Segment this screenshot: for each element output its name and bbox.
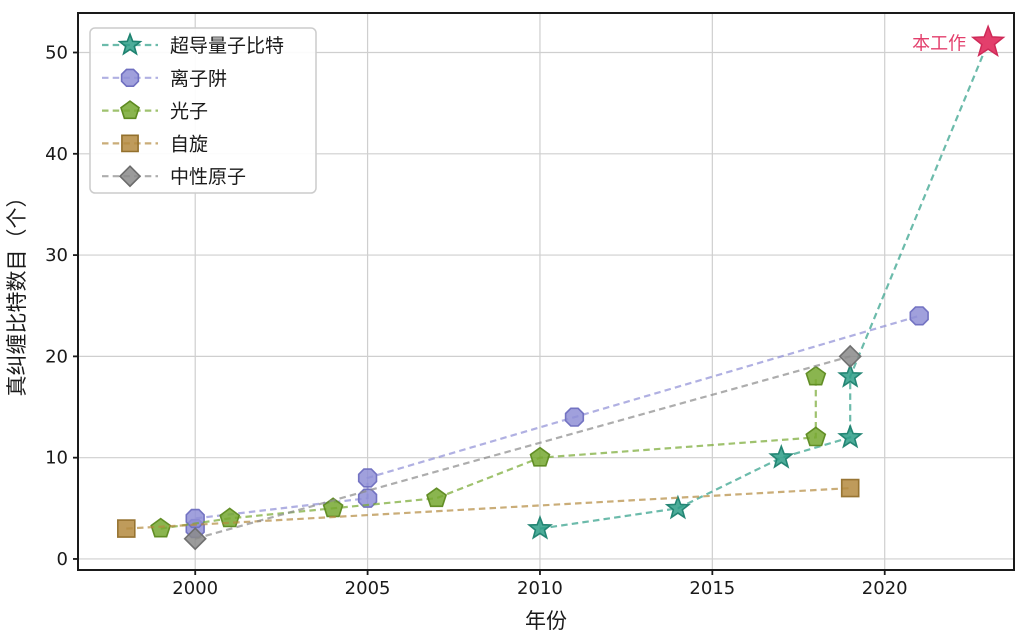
legend-label: 中性原子 bbox=[170, 166, 246, 188]
superconducting-star-marker bbox=[768, 444, 795, 469]
legend-label: 离子阱 bbox=[170, 68, 227, 90]
series-photon bbox=[150, 365, 827, 538]
superconducting-star-marker bbox=[526, 514, 553, 540]
spin-square-marker bbox=[840, 478, 860, 498]
y-tick-label: 40 bbox=[45, 144, 68, 165]
series-neutral-atom bbox=[183, 344, 862, 551]
star-icon bbox=[117, 31, 143, 56]
y-axis: 0 10 20 30 40 50 bbox=[45, 43, 78, 570]
photon-pentagon-marker bbox=[426, 487, 448, 508]
x-axis: 2000 2005 2010 2015 2020 bbox=[172, 570, 908, 599]
legend-item-photon: 光子 bbox=[102, 100, 208, 123]
spin-square-marker bbox=[117, 519, 136, 538]
neutral-atom-diamond-marker bbox=[838, 344, 862, 369]
highlight-this-work: 本工作 bbox=[912, 24, 1006, 58]
ion-trap-octagon-marker bbox=[564, 407, 585, 427]
photon-pentagon-marker bbox=[805, 426, 827, 447]
superconducting-star-marker bbox=[837, 423, 864, 449]
photon-pentagon-marker bbox=[529, 446, 551, 467]
y-tick-label: 30 bbox=[45, 245, 68, 266]
series-ion-trap bbox=[185, 306, 929, 539]
y-tick-label: 10 bbox=[45, 448, 68, 469]
x-tick-label: 2015 bbox=[689, 578, 735, 599]
superconducting-star-marker bbox=[664, 494, 691, 520]
square-icon bbox=[121, 134, 139, 153]
diamond-icon bbox=[118, 165, 142, 188]
photon-pentagon-marker bbox=[805, 365, 827, 386]
superconducting-star-marker bbox=[837, 362, 864, 388]
plot-frame bbox=[77, 12, 1015, 571]
y-tick-label: 50 bbox=[45, 43, 68, 64]
legend-item-neutral-atom: 中性原子 bbox=[102, 165, 246, 188]
legend-item-spin: 自旋 bbox=[102, 133, 208, 155]
legend-box bbox=[89, 27, 317, 194]
legend-item-ion-trap: 离子阱 bbox=[102, 68, 227, 90]
octagon-icon bbox=[120, 68, 140, 87]
x-tick-label: 2005 bbox=[345, 578, 391, 599]
y-tick-label: 0 bbox=[57, 549, 68, 570]
y-tick-label: 20 bbox=[45, 346, 68, 367]
legend-item-superconducting: 超导量子比特 bbox=[102, 31, 284, 57]
x-tick-label: 2010 bbox=[517, 578, 563, 599]
highlight-label: 本工作 bbox=[912, 33, 966, 54]
ion-trap-octagon-marker bbox=[357, 488, 378, 508]
ion-trap-octagon-marker bbox=[909, 306, 929, 326]
x-tick-label: 2000 bbox=[172, 578, 218, 599]
legend-label: 超导量子比特 bbox=[170, 35, 284, 57]
x-axis-label: 年份 bbox=[525, 609, 567, 633]
x-tick-label: 2020 bbox=[862, 578, 908, 599]
y-axis-label: 真纠缠比特数目（个） bbox=[5, 187, 29, 397]
series-superconducting bbox=[526, 41, 990, 540]
legend-label: 自旋 bbox=[170, 133, 208, 155]
pentagon-icon bbox=[120, 100, 140, 120]
ion-trap-octagon-marker bbox=[357, 468, 378, 488]
neutral-atom-diamond-marker bbox=[183, 527, 207, 551]
legend-label: 光子 bbox=[170, 101, 208, 123]
ion-trap-octagon-marker bbox=[185, 508, 205, 529]
this-work-star-icon bbox=[970, 24, 1006, 58]
series-spin bbox=[117, 478, 860, 538]
